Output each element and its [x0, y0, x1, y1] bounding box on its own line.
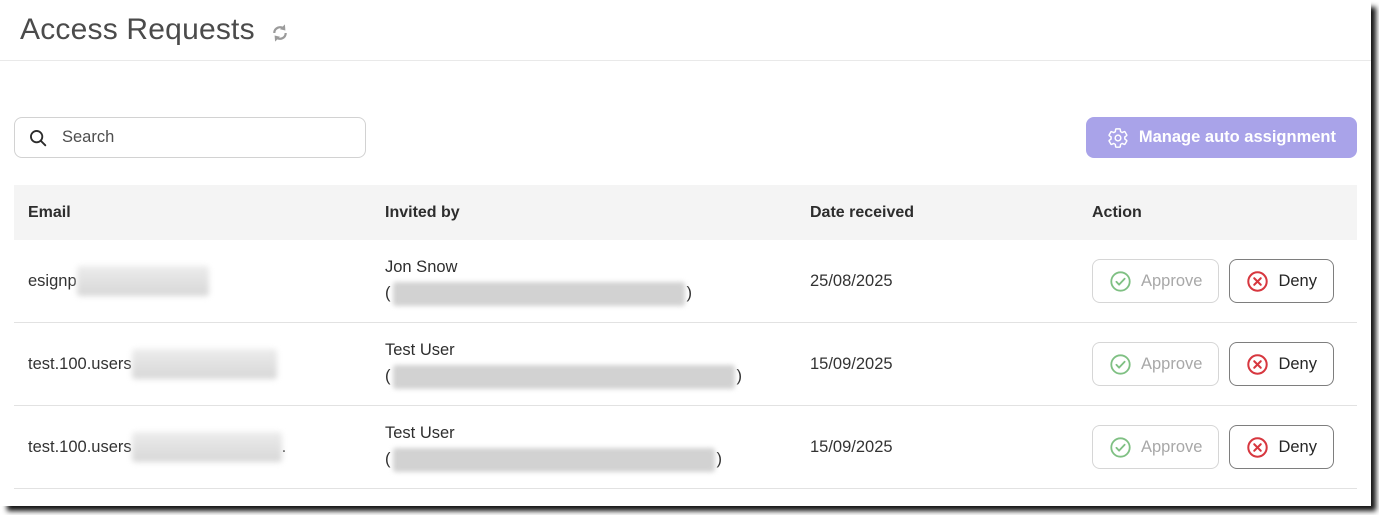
redacted-inviter-email — [392, 364, 735, 389]
header-action: Action — [1092, 203, 1142, 221]
approve-button[interactable]: Approve — [1092, 259, 1220, 303]
header-email: Email — [28, 203, 71, 221]
deny-label: Deny — [1278, 271, 1317, 290]
deny-button[interactable]: Deny — [1229, 259, 1334, 303]
inviter-name: Test User — [385, 341, 455, 360]
deny-label: Deny — [1278, 354, 1317, 373]
paren-open: ( — [385, 367, 391, 385]
paren-close: ) — [716, 450, 723, 468]
search-icon — [27, 127, 49, 149]
search-box[interactable] — [14, 117, 366, 158]
approve-label: Approve — [1141, 271, 1203, 290]
email-cell: test.100.users . — [14, 432, 385, 462]
date-received-cell: 25/08/2025 — [810, 271, 893, 290]
redacted-email — [76, 266, 209, 296]
date-received-cell: 15/09/2025 — [810, 437, 893, 456]
search-input[interactable] — [60, 127, 353, 148]
header-date-received: Date received — [810, 203, 915, 221]
approve-button[interactable]: Approve — [1092, 342, 1220, 386]
deny-button[interactable]: Deny — [1229, 342, 1334, 386]
approve-label: Approve — [1141, 437, 1203, 456]
inviter-name: Jon Snow — [385, 258, 458, 277]
paren-open: ( — [385, 450, 391, 468]
redacted-inviter-email — [392, 281, 685, 306]
refresh-icon[interactable] — [268, 21, 292, 45]
toolbar: Manage auto assignment — [14, 117, 1357, 158]
page-header: Access Requests — [0, 0, 1371, 61]
approve-button[interactable]: Approve — [1092, 425, 1220, 469]
invited-by-cell: Test User ( ) — [385, 421, 810, 472]
table-header-row: Email Invited by Date received Action — [14, 185, 1357, 240]
paren-close: ) — [736, 367, 743, 385]
access-requests-panel: Access Requests — [0, 0, 1371, 489]
email-suffix: . — [281, 437, 287, 456]
invited-by-cell: Jon Snow ( ) — [385, 255, 810, 306]
inviter-detail: ( ) — [385, 281, 810, 307]
action-cell: Approve Deny — [1092, 259, 1357, 303]
deny-x-icon — [1246, 270, 1269, 293]
approve-check-icon — [1109, 353, 1132, 376]
inviter-detail: ( ) — [385, 447, 810, 473]
paren-open: ( — [385, 284, 391, 302]
redacted-email — [131, 349, 277, 379]
redacted-email — [131, 432, 282, 462]
approve-check-icon — [1109, 270, 1132, 293]
paren-close: ) — [686, 284, 693, 302]
table-row: test.100.users Test User ( ) 15/09/2025 — [14, 323, 1357, 406]
email-text: esignp — [28, 271, 77, 290]
date-received-cell: 15/09/2025 — [810, 354, 893, 373]
approve-label: Approve — [1141, 354, 1203, 373]
access-requests-table: Email Invited by Date received Action es… — [14, 185, 1357, 489]
table-row: test.100.users . Test User ( ) 15/09/202… — [14, 406, 1357, 489]
action-cell: Approve Deny — [1092, 425, 1357, 469]
inviter-detail: ( ) — [385, 364, 810, 390]
deny-label: Deny — [1278, 437, 1317, 456]
header-invited-by: Invited by — [385, 203, 460, 221]
page-title: Access Requests — [20, 13, 255, 46]
table-row: esignp Jon Snow ( ) 25/08/2025 — [14, 240, 1357, 323]
invited-by-cell: Test User ( ) — [385, 338, 810, 389]
manage-auto-assignment-label: Manage auto assignment — [1138, 128, 1336, 146]
deny-button[interactable]: Deny — [1229, 425, 1334, 469]
manage-auto-assignment-button[interactable]: Manage auto assignment — [1085, 117, 1357, 158]
action-cell: Approve Deny — [1092, 342, 1357, 386]
email-cell: esignp — [14, 266, 385, 296]
redacted-inviter-email — [392, 447, 715, 472]
email-cell: test.100.users — [14, 349, 385, 379]
gear-icon — [1107, 127, 1129, 149]
approve-check-icon — [1109, 436, 1132, 459]
deny-x-icon — [1246, 353, 1269, 376]
deny-x-icon — [1246, 436, 1269, 459]
email-text: test.100.users — [28, 354, 132, 373]
email-text: test.100.users — [28, 437, 132, 456]
inviter-name: Test User — [385, 424, 455, 443]
